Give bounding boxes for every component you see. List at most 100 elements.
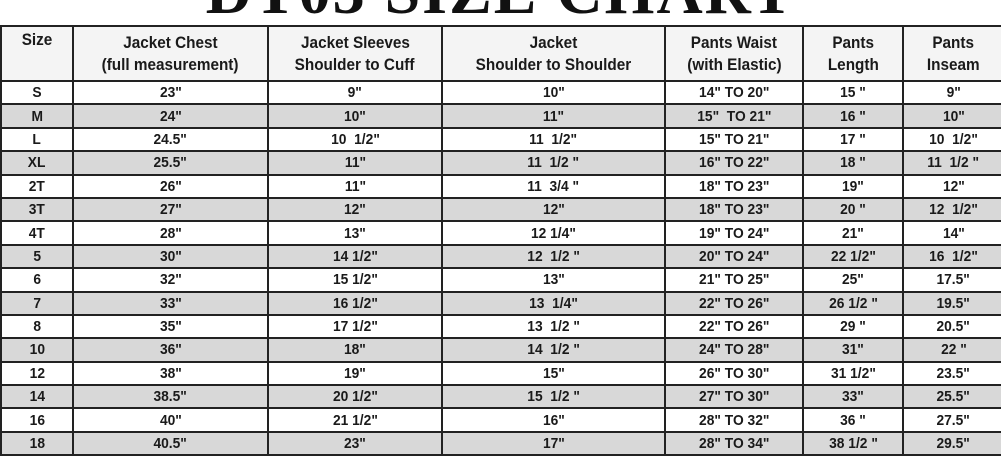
cell-pants-waist: 27" TO 30" [664, 384, 804, 410]
table-row: 12 38" 19" 15" 26" TO 30" 31 1/2" 23.5" [0, 360, 1001, 387]
cell-pants-inseam: 17.5" [902, 267, 1001, 293]
cell-pants-inseam: 25.5" [902, 384, 1001, 410]
cell-text: 36" [159, 341, 182, 359]
cell-text: 25.5" [153, 154, 188, 172]
cell-pants-length: 31" [802, 337, 904, 363]
cell-text: 14 1/2" [332, 247, 378, 265]
cell-text: 22" TO 26" [698, 294, 770, 312]
cell-text: 9" [946, 84, 961, 102]
cell-pants-inseam: 14" [902, 220, 1001, 246]
cell-text: 13" [344, 224, 366, 242]
table-row: 4T 28" 13" 12 1/4" 19" TO 24" 21" 14" [0, 220, 1001, 246]
column-header-pants-inseam: Pants Inseam [902, 25, 1001, 82]
cell-size: M [0, 103, 74, 129]
table-row: 5 30" 14 1/2" 12 1/2 " 20" TO 24" 22 1/2" 16 1… [0, 243, 1001, 270]
cell-text: 10 1/2" [929, 130, 978, 148]
cell-text: 23.5" [936, 364, 971, 382]
cell-text: 22" TO 26" [698, 318, 770, 336]
cell-pants-inseam: 27.5" [902, 407, 1001, 433]
cell-text: 14" TO 20" [698, 84, 770, 102]
cell-size: 7 [0, 290, 74, 316]
column-header-pants-waist: Pants Waist (with Elastic) [664, 25, 804, 82]
cell-jacket-chest: 26" [72, 173, 269, 199]
cell-text: 16 [29, 411, 45, 429]
cell-text: 6 [33, 271, 41, 289]
cell-text: 24" TO 28" [698, 341, 770, 359]
header-text: Jacket Sleeves [300, 32, 410, 52]
cell-text: 17 1/2" [332, 318, 378, 336]
cell-jacket-shoulder: 10" [441, 79, 666, 106]
cell-pants-waist: 28" TO 32" [664, 407, 804, 433]
cell-pants-length: 15 " [802, 79, 904, 106]
cell-pants-length: 17 " [802, 126, 904, 153]
cell-size: S [0, 79, 74, 106]
cell-jacket-sleeves: 15 1/2" [267, 267, 443, 293]
cell-pants-length: 25" [802, 267, 904, 293]
cell-text: 8 [33, 318, 41, 336]
cell-text: 15" [542, 364, 565, 382]
cell-text: 12" [542, 201, 565, 219]
cell-jacket-chest: 38" [72, 360, 269, 387]
cell-pants-waist: 21" TO 25" [664, 267, 804, 293]
cell-text: 15 1/2" [332, 271, 378, 289]
cell-text: 36 " [840, 411, 866, 429]
column-header-jacket-shoulder: Jacket Shoulder to Shoulder [441, 25, 666, 82]
cell-size: 6 [0, 267, 74, 293]
cell-text: 32" [159, 271, 182, 289]
cell-text: 19" TO 24" [698, 224, 770, 242]
cell-text: 26 1/2 " [828, 294, 878, 312]
cell-text: 40" [159, 411, 182, 429]
cell-text: 20 " [840, 201, 866, 219]
cell-text: 12" [344, 201, 366, 219]
cell-text: 26" TO 30" [698, 364, 770, 382]
cell-pants-inseam: 11 1/2 " [902, 150, 1001, 176]
cell-text: 25" [842, 271, 864, 289]
table-row: M 24" 10" 11" 15" TO 21" 16 " 10" [0, 103, 1001, 129]
cell-text: 16 1/2" [332, 294, 378, 312]
cell-jacket-sleeves: 12" [267, 196, 443, 223]
cell-pants-length: 36 " [802, 407, 904, 433]
cell-jacket-chest: 28" [72, 220, 269, 246]
cell-jacket-sleeves: 14 1/2" [267, 243, 443, 270]
cell-text: 31 1/2" [830, 364, 876, 382]
cell-pants-waist: 19" TO 24" [664, 220, 804, 246]
cell-pants-waist: 15" TO 21" [664, 103, 804, 129]
cell-size: 2T [0, 173, 74, 199]
cell-jacket-chest: 30" [72, 243, 269, 270]
cell-jacket-shoulder: 12 1/2 " [441, 243, 666, 270]
cell-size: 10 [0, 337, 74, 363]
cell-pants-length: 18 " [802, 150, 904, 176]
cell-text: 12 1/2" [929, 201, 978, 219]
cell-size: 3T [0, 196, 74, 223]
cell-text: 21" TO 25" [698, 271, 770, 289]
cell-size: 5 [0, 243, 74, 270]
cell-text: 12 1/4" [531, 224, 576, 242]
cell-text: 15 1/2 " [527, 388, 580, 406]
cell-pants-waist: 22" TO 26" [664, 290, 804, 316]
cell-text: 33" [842, 388, 864, 406]
cell-text: 29 " [840, 318, 866, 336]
cell-pants-inseam: 20.5" [902, 313, 1001, 340]
cell-pants-waist: 14" TO 20" [664, 79, 804, 106]
cell-pants-length: 33" [802, 384, 904, 410]
column-header-jacket-chest: Jacket Chest (full measurement) [72, 25, 269, 82]
cell-text: 11" [542, 107, 565, 125]
cell-text: 26" [159, 177, 182, 195]
table-row: 8 35" 17 1/2" 13 1/2 " 22" TO 26" 29 " 20.5" [0, 313, 1001, 340]
cell-pants-length: 16 " [802, 103, 904, 129]
cell-pants-waist: 15" TO 21" [664, 126, 804, 153]
cell-jacket-chest: 36" [72, 337, 269, 363]
cell-jacket-sleeves: 13" [267, 220, 443, 246]
cell-text: 12 1/2 " [527, 247, 580, 265]
cell-text: 11 1/2 " [927, 154, 980, 172]
cell-text: 14" [942, 224, 965, 242]
cell-jacket-sleeves: 19" [267, 360, 443, 387]
cell-text: 16" TO 22" [698, 154, 770, 172]
table-row: 3T 27" 12" 12" 18" TO 23" 20 " 12 1/2" [0, 196, 1001, 223]
cell-text: 27" TO 30" [698, 388, 770, 406]
column-header-jacket-sleeves: Jacket Sleeves Shoulder to Cuff [267, 25, 443, 82]
cell-pants-waist: 26" TO 30" [664, 360, 804, 387]
cell-jacket-shoulder: 12" [441, 196, 666, 223]
cell-pants-waist: 24" TO 28" [664, 337, 804, 363]
cell-text: 35" [159, 318, 182, 336]
